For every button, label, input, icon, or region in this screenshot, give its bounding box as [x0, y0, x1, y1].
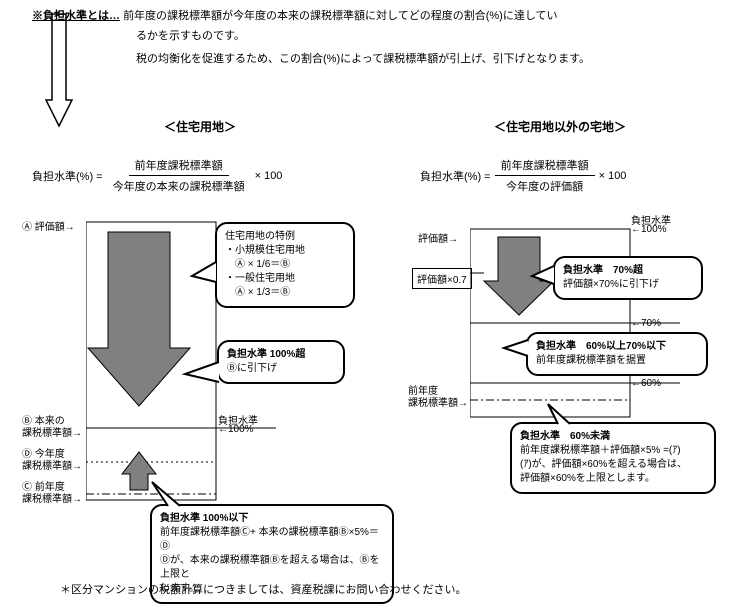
- rco-l2: 評価額×70%に引下げ: [563, 278, 693, 292]
- rc67-l2: 前年度課税標準額を据置: [536, 354, 698, 368]
- left-label-A: Ⓐ 評価額→: [22, 218, 75, 233]
- left-label-B2: 課税標準額→: [22, 424, 82, 439]
- right-formula-fraction: 前年度課税標準額 今年度の評価額: [495, 155, 595, 196]
- right-diagram: [470, 225, 680, 425]
- rcu-l2: 前年度課税標準額＋評価額×5% =(ｱ): [520, 444, 706, 458]
- lcs-l3: Ⓐ × 1/6＝Ⓑ: [225, 258, 345, 272]
- lcu-pointer-icon: [150, 480, 186, 510]
- right-prev2: 課税標準額→: [408, 394, 468, 409]
- footnote: ＊区分マンションの税額計算につきましては、資産税課にお問い合わせください。: [60, 581, 466, 597]
- lco-l1: 負担水準 100%超: [227, 348, 335, 362]
- intro-line2: るかを示すものです。: [136, 28, 712, 46]
- rco-pointer-icon: [530, 264, 558, 288]
- left-label-D2: 課税標準額→: [22, 457, 82, 472]
- lcu-l3: Ⓓが、本来の課税標準額Ⓑを超える場合は、Ⓑを上限と: [160, 554, 384, 582]
- rcu-l4: 評価額×60%を上限とします。: [520, 472, 706, 486]
- rcu-l3: (ｱ)が、評価額×60%を超える場合は、: [520, 458, 706, 472]
- lcs-l5: Ⓐ × 1/3＝Ⓑ: [225, 286, 345, 300]
- right-callout-under60: 負担水準 60%未満 前年度課税標準額＋評価額×5% =(ｱ) (ｱ)が、評価額…: [510, 422, 716, 494]
- intro-line1: ※負担水準とは… 前年度の課税標準額が今年度の本来の課税標準額に対してどの程度の…: [32, 8, 712, 26]
- rc67-pointer-icon: [502, 338, 530, 358]
- lcs-l1: 住宅用地の特例: [225, 230, 345, 244]
- right-formula-den: 今年度の評価額: [500, 176, 589, 196]
- right-section-title: ＜住宅用地以外の宅地＞: [450, 118, 670, 135]
- left-callout-over100: 負担水準 100%超 Ⓑに引下げ: [217, 340, 345, 384]
- left-label-C2: 課税標準額→: [22, 490, 82, 505]
- intro-arrow-icon: [44, 10, 74, 130]
- rcu-l1: 負担水準 60%未満: [520, 430, 706, 444]
- intro-block: ※負担水準とは… 前年度の課税標準額が今年度の本来の課税標準額に対してどの程度の…: [32, 8, 712, 69]
- right-label-eval07: 評価額×0.7: [412, 268, 472, 289]
- left-formula-num: 前年度課税標準額: [129, 155, 229, 176]
- left-callout-special: 住宅用地の特例 ・小規模住宅用地 Ⓐ × 1/6＝Ⓑ ・一般住宅用地 Ⓐ × 1…: [215, 222, 355, 308]
- lcs-l2: ・小規模住宅用地: [225, 244, 345, 258]
- rcu-pointer-icon: [546, 402, 574, 426]
- right-formula-num: 前年度課税標準額: [495, 155, 595, 176]
- right-formula-tail: × 100: [599, 170, 627, 182]
- lcs-pointer-icon: [190, 260, 220, 290]
- left-formula-tail: × 100: [255, 170, 283, 182]
- lco-pointer-icon: [183, 360, 221, 388]
- rc67-l1: 負担水準 60%以上70%以下: [536, 340, 698, 354]
- lcu-l1: 負担水準 100%以下: [160, 512, 384, 526]
- left-section-title: ＜住宅用地＞: [120, 118, 280, 135]
- left-formula-fraction: 前年度課税標準額 今年度の本来の課税標準額: [107, 155, 251, 196]
- lco-l2: Ⓑに引下げ: [227, 362, 335, 376]
- rco-l1: 負担水準 70%超: [563, 264, 693, 278]
- intro-line3: 税の均衡化を促進するため、この割合(%)によって課税標準額が引上げ、引下げとなり…: [136, 51, 712, 69]
- right-formula: 負担水準(%) = 前年度課税標準額 今年度の評価額 × 100: [420, 155, 626, 196]
- right-callout-over70: 負担水準 70%超 評価額×70%に引下げ: [553, 256, 703, 300]
- lcu-l2: 前年度課税標準額Ⓒ+ 本来の課税標準額Ⓑ×5%＝Ⓓ: [160, 526, 384, 554]
- right-formula-lhs: 負担水準(%) =: [420, 168, 491, 184]
- right-callout-6070: 負担水準 60%以上70%以下 前年度課税標準額を据置: [526, 332, 708, 376]
- right-label-eval: 評価額→: [418, 230, 458, 245]
- left-formula-den: 今年度の本来の課税標準額: [107, 176, 251, 196]
- left-formula: 負担水準(%) = 前年度課税標準額 今年度の本来の課税標準額 × 100: [32, 155, 282, 196]
- left-formula-lhs: 負担水準(%) =: [32, 168, 103, 184]
- lcs-l4: ・一般住宅用地: [225, 272, 345, 286]
- intro-line1-text: 前年度の課税標準額が今年度の本来の課税標準額に対してどの程度の割合(%)に達して…: [123, 10, 557, 22]
